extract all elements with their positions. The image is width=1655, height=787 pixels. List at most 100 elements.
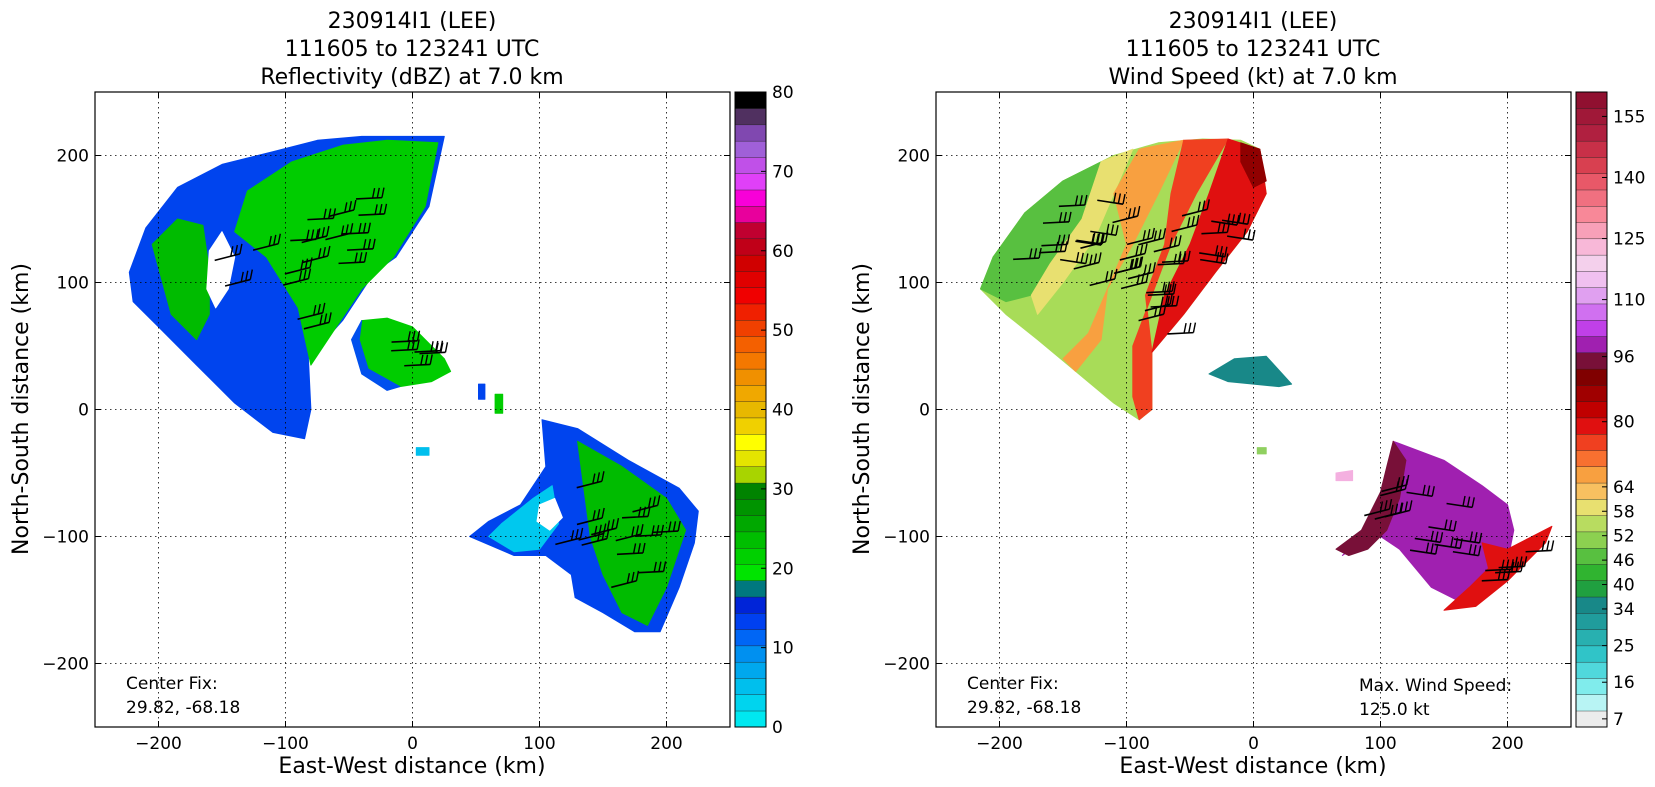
region-ref-south-white — [536, 497, 563, 531]
colorbar-tick-label: 40 — [1613, 576, 1635, 596]
wind-barb — [1127, 262, 1156, 280]
x-tick-label: −100 — [1103, 734, 1150, 754]
colorbar-tick-label: 110 — [1613, 291, 1645, 311]
y-tick-label: 0 — [78, 401, 89, 421]
chart-title-line-1: 230914I1 (LEE) — [328, 9, 497, 34]
x-tick-label: 0 — [1248, 734, 1259, 754]
panel-wind-speed: 230914I1 (LEE) 111605 to 123241 UTC Wind… — [850, 9, 1645, 779]
colorbar-segment — [1575, 270, 1608, 288]
axis-ticks: −200 −100 0 100 200 −200 −100 0 100 200 — [42, 92, 730, 754]
wind-barb — [1446, 495, 1475, 509]
colorbar-segment — [1575, 368, 1608, 386]
colorbar-segment — [1575, 287, 1608, 305]
colorbar-segment — [734, 287, 767, 305]
colorbar-segment — [734, 661, 767, 679]
y-tick-label: 200 — [57, 147, 89, 167]
wind-barb — [1058, 194, 1088, 208]
colorbar-tick-label: 16 — [1613, 673, 1635, 693]
region-ws-red — [1132, 138, 1229, 421]
colorbar-tick-label: 80 — [1613, 413, 1635, 433]
colorbar-segment — [734, 563, 767, 581]
wind-barb — [391, 330, 421, 343]
data-regions — [980, 138, 1553, 611]
colorbar-segment — [734, 368, 767, 386]
wind-barb — [1146, 281, 1175, 294]
center-fix-label: Center Fix: — [126, 674, 218, 694]
wind-barb — [1039, 241, 1068, 254]
wind-barb — [1147, 283, 1177, 296]
wind-barb — [1138, 228, 1167, 246]
wind-barb — [1090, 223, 1119, 237]
colorbar-segment — [1575, 612, 1608, 630]
wind-barb — [1452, 544, 1482, 557]
colorbar-tick-label: 40 — [772, 401, 794, 421]
colorbar-segment — [734, 629, 767, 647]
colorbar-segment — [734, 547, 767, 565]
wind-barb — [347, 238, 376, 251]
wind-barb — [1181, 199, 1210, 217]
wind-barb — [307, 208, 337, 221]
colorbar-segment — [1575, 482, 1608, 500]
region-ws-yellow — [1030, 148, 1134, 315]
colorbar-segment — [1575, 254, 1608, 272]
colorbar-segment — [734, 91, 767, 109]
colorbar-segment — [734, 482, 767, 500]
colorbar-segment — [734, 336, 767, 354]
colorbar-segment — [1575, 417, 1608, 435]
grid-lines — [95, 92, 730, 727]
colorbar-segment — [1575, 173, 1608, 191]
colorbar-segment — [1575, 336, 1608, 354]
colorbar-tick-label: 80 — [772, 83, 794, 103]
colorbar-segment — [1575, 238, 1608, 256]
center-fix-value: 29.82, -68.18 — [967, 698, 1081, 718]
wind-barb — [1495, 561, 1524, 574]
colorbar-tick-label: 7 — [1613, 710, 1624, 730]
colorbar-tick-label: 70 — [772, 162, 794, 182]
y-tick-label: 100 — [57, 274, 89, 294]
region-ref-mid-edge — [351, 320, 401, 391]
region-ws-green-spot — [1256, 447, 1267, 455]
colorbar-segment — [734, 433, 767, 451]
wind-barb — [652, 520, 681, 534]
region-ref-south-green — [577, 440, 687, 626]
wind-barb — [555, 527, 584, 546]
colorbar-segment — [734, 710, 767, 728]
panel-reflectivity: 230914I1 (LEE) 111605 to 123241 UTC Refl… — [9, 9, 794, 779]
y-tick-label: 200 — [898, 147, 930, 167]
wind-barbs — [214, 187, 681, 589]
x-axis-label: East-West distance (km) — [278, 754, 545, 779]
x-tick-label: −200 — [135, 734, 182, 754]
colorbar-segment — [734, 205, 767, 223]
max-wind-label: Max. Wind Speed: — [1359, 676, 1512, 696]
wind-barb — [414, 340, 444, 353]
colorbar-segment — [1575, 531, 1608, 549]
region-ws-south-red — [1443, 525, 1553, 611]
wind-barb — [328, 199, 357, 218]
y-tick-label: 100 — [898, 274, 930, 294]
chart-title-line-3: Wind Speed (kt) at 7.0 km — [1108, 65, 1397, 90]
colorbar-tick-label: 46 — [1613, 551, 1635, 571]
x-tick-label: 100 — [1364, 734, 1396, 754]
wind-barb — [1150, 295, 1180, 308]
x-tick-label: −200 — [976, 734, 1023, 754]
colorbar-segment — [1575, 319, 1608, 337]
wind-barb — [404, 354, 433, 367]
colorbar-segment — [734, 124, 767, 142]
wind-barb — [1073, 252, 1102, 270]
wind-barb — [635, 524, 665, 537]
center-fix-value: 29.82, -68.18 — [126, 698, 240, 718]
wind-barb — [1406, 484, 1435, 498]
wind-barb — [1113, 256, 1142, 275]
wind-barb — [1409, 542, 1439, 555]
wind-barb — [1525, 540, 1555, 553]
wind-barb — [1112, 205, 1141, 224]
wind-barb — [1013, 247, 1042, 261]
colorbar-tick-label: 30 — [772, 480, 794, 500]
wind-barb — [1199, 245, 1228, 258]
colorbar-segment — [734, 515, 767, 533]
x-tick-label: 200 — [1491, 734, 1523, 754]
y-tick-label: 0 — [919, 401, 930, 421]
wind-barb — [1120, 271, 1149, 290]
y-tick-label: −100 — [42, 528, 89, 548]
colorbar-segment — [1575, 515, 1608, 533]
